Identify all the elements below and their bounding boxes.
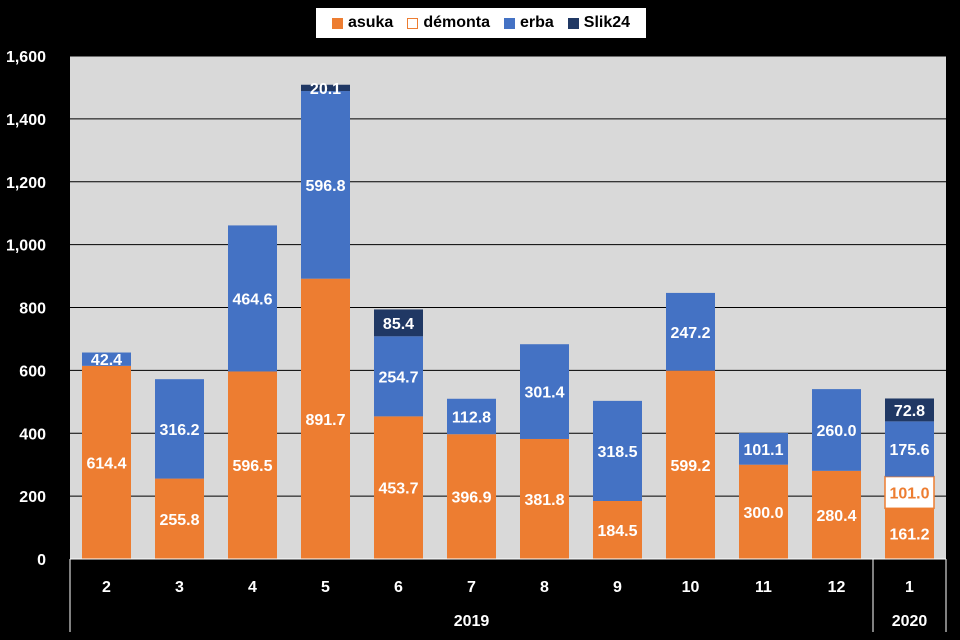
x-tick-label: 1 bbox=[905, 579, 914, 596]
bar-segment-asuka bbox=[82, 365, 131, 559]
x-tick-label: 2 bbox=[102, 579, 111, 596]
bar-segment-asuka bbox=[374, 416, 423, 559]
legend-item-slik24: Slik24 bbox=[567, 14, 631, 32]
x-tick-label: 3 bbox=[175, 579, 184, 596]
x-tick-label: 10 bbox=[682, 579, 700, 596]
x-tick-label: 7 bbox=[467, 579, 476, 596]
x-group-label: 2019 bbox=[454, 613, 490, 630]
bar-segment-asuka bbox=[155, 478, 204, 559]
legend-item-erba: erba bbox=[503, 14, 554, 32]
bar-segment-asuka bbox=[739, 464, 788, 559]
x-tick-label: 6 bbox=[394, 579, 403, 596]
data-label: 161.2 bbox=[889, 527, 929, 544]
legend-label: asuka bbox=[347, 14, 394, 31]
data-label: 247.2 bbox=[670, 325, 710, 342]
data-label: 260.0 bbox=[816, 423, 856, 440]
data-label: 101.0 bbox=[889, 485, 929, 502]
y-tick-label: 1,200 bbox=[6, 175, 46, 192]
y-tick-label: 800 bbox=[19, 301, 46, 318]
data-label: 596.5 bbox=[232, 458, 272, 475]
bar-segment-erba bbox=[666, 292, 715, 371]
data-label: 20.1 bbox=[310, 81, 341, 98]
y-tick-label: 1,600 bbox=[6, 49, 46, 66]
bar-segment-erba bbox=[739, 432, 788, 465]
legend-item-asuka: asuka bbox=[331, 14, 394, 32]
bar-segment-erba bbox=[593, 400, 642, 501]
data-label: 891.7 bbox=[305, 412, 345, 429]
bar-segment-erba bbox=[228, 225, 277, 372]
chart-legend: asuka démonta erba Slik24 bbox=[316, 8, 646, 38]
data-label: 396.9 bbox=[451, 490, 491, 507]
bar-segment-erba bbox=[447, 398, 496, 435]
y-tick-label: 600 bbox=[19, 363, 46, 380]
bar-segment-asuka bbox=[812, 470, 861, 559]
bar-segment-erba bbox=[520, 344, 569, 439]
bar-segment-erba bbox=[301, 91, 350, 279]
legend-item-demonta: démonta bbox=[407, 14, 490, 32]
bar-segment-erba bbox=[885, 421, 934, 477]
data-label: 101.1 bbox=[743, 442, 783, 459]
bar-segment-slik24 bbox=[885, 398, 934, 422]
x-tick-label: 8 bbox=[540, 579, 549, 596]
legend-swatch-demonta bbox=[407, 17, 419, 29]
bar-segment-dmonta bbox=[884, 475, 935, 510]
bar-segment-asuka bbox=[885, 508, 934, 559]
y-tick-label: 400 bbox=[19, 426, 46, 443]
legend-label: erba bbox=[519, 14, 554, 31]
data-label: 453.7 bbox=[378, 481, 418, 498]
data-label: 301.4 bbox=[524, 385, 564, 402]
bar-segment-asuka bbox=[447, 434, 496, 559]
y-tick-label: 1,400 bbox=[6, 112, 46, 129]
y-tick-label: 1,000 bbox=[6, 238, 46, 255]
x-group-label: 2020 bbox=[892, 613, 928, 630]
data-label: 72.8 bbox=[894, 403, 925, 420]
x-tick-label: 5 bbox=[321, 579, 330, 596]
bar-segment-slik24 bbox=[374, 309, 423, 337]
data-label: 254.7 bbox=[378, 369, 418, 386]
legend-label: démonta bbox=[423, 14, 490, 31]
data-label: 42.4 bbox=[91, 352, 122, 369]
data-label: 255.8 bbox=[159, 512, 199, 529]
x-tick-label: 9 bbox=[613, 579, 622, 596]
data-label: 300.0 bbox=[743, 505, 783, 522]
y-tick-label: 0 bbox=[37, 552, 46, 569]
legend-swatch-asuka bbox=[331, 17, 343, 29]
bar-segment-erba bbox=[155, 379, 204, 479]
x-tick-label: 11 bbox=[755, 579, 772, 596]
x-tick-label: 12 bbox=[828, 579, 846, 596]
bar-segment-erba bbox=[374, 336, 423, 417]
data-label: 614.4 bbox=[86, 455, 126, 472]
x-tick-label: 4 bbox=[248, 579, 257, 596]
bar-segment-slik24 bbox=[301, 84, 350, 92]
data-label: 599.2 bbox=[670, 458, 710, 475]
legend-swatch-erba bbox=[503, 17, 515, 29]
data-label: 184.5 bbox=[597, 523, 637, 540]
data-label: 316.2 bbox=[159, 422, 199, 439]
bar-segment-asuka bbox=[593, 500, 642, 559]
bar-segment-asuka bbox=[301, 278, 350, 559]
bar-segment-erba bbox=[812, 389, 861, 471]
legend-label: Slik24 bbox=[583, 14, 631, 31]
data-label: 596.8 bbox=[305, 178, 345, 195]
legend-swatch-slik24 bbox=[567, 17, 579, 29]
data-label: 85.4 bbox=[383, 316, 414, 333]
data-label: 381.8 bbox=[524, 492, 564, 509]
bar-segment-asuka bbox=[228, 371, 277, 559]
data-label: 112.8 bbox=[452, 409, 491, 426]
data-label: 318.5 bbox=[597, 444, 637, 461]
bar-segment-erba bbox=[82, 352, 131, 366]
bar-segment-asuka bbox=[520, 438, 569, 559]
y-tick-label: 200 bbox=[19, 489, 46, 506]
data-label: 175.6 bbox=[889, 442, 929, 459]
bar-segment-asuka bbox=[666, 370, 715, 559]
data-label: 464.6 bbox=[232, 291, 272, 308]
data-label: 280.4 bbox=[816, 508, 856, 525]
